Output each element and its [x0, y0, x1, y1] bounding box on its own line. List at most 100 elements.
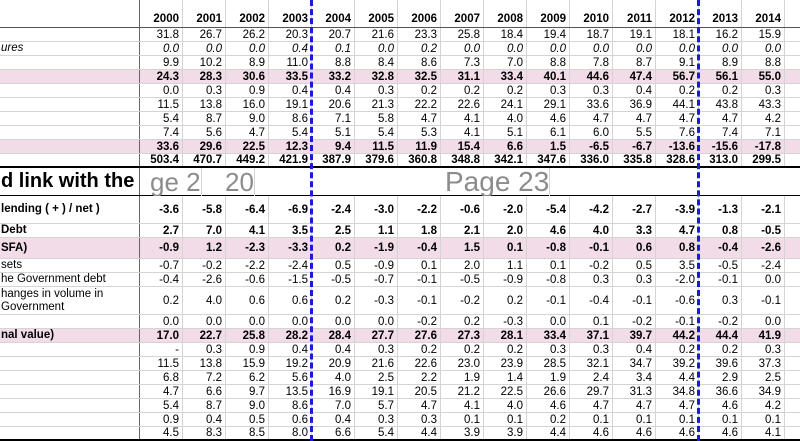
value-cell[interactable]: 0.0: [312, 315, 355, 328]
value-cell[interactable]: 9.0: [226, 399, 269, 412]
row-label-cell[interactable]: Debt: [0, 224, 140, 237]
value-cell[interactable]: 0.0: [140, 84, 183, 97]
value-cell[interactable]: 0.0: [269, 315, 312, 328]
value-cell[interactable]: [785, 371, 800, 384]
page-break-line[interactable]: [310, 0, 313, 441]
value-cell[interactable]: 9.1: [656, 56, 699, 69]
year-header-cell[interactable]: 2008: [484, 0, 527, 27]
value-cell[interactable]: -5.8: [183, 196, 226, 223]
value-cell[interactable]: -0.1: [398, 287, 441, 314]
year-header-cell[interactable]: 2009: [527, 0, 570, 27]
year-header-cell[interactable]: 2012: [656, 0, 699, 27]
value-cell[interactable]: 4.2: [742, 399, 785, 412]
value-cell[interactable]: 0.0: [699, 42, 742, 55]
year-header-cell[interactable]: 2003: [269, 0, 312, 27]
value-cell[interactable]: 4.4: [398, 427, 441, 439]
value-cell[interactable]: 5.1: [312, 126, 355, 139]
value-cell[interactable]: -0.1: [398, 273, 441, 286]
value-cell[interactable]: -0.2: [183, 259, 226, 272]
value-cell[interactable]: 6.2: [226, 371, 269, 384]
value-cell[interactable]: 0.0: [226, 315, 269, 328]
value-cell[interactable]: 6.0: [570, 126, 613, 139]
value-cell[interactable]: 6.6: [484, 140, 527, 153]
value-cell[interactable]: 5.4: [140, 112, 183, 125]
value-cell[interactable]: -0.9: [484, 273, 527, 286]
year-header-cell[interactable]: [785, 0, 800, 27]
value-cell[interactable]: 3.4: [613, 371, 656, 384]
value-cell[interactable]: 8.8: [312, 56, 355, 69]
value-cell[interactable]: 4.1: [441, 126, 484, 139]
value-cell[interactable]: 28.1: [484, 329, 527, 342]
value-cell[interactable]: -4.2: [570, 196, 613, 223]
value-cell[interactable]: -0.2: [398, 315, 441, 328]
value-cell[interactable]: -6.7: [613, 140, 656, 153]
value-cell[interactable]: [785, 28, 800, 41]
value-cell[interactable]: 9.4: [312, 140, 355, 153]
row-label-cell[interactable]: nal value): [0, 329, 140, 342]
row-label-cell[interactable]: hanges in volume in Government: [0, 287, 140, 314]
value-cell[interactable]: 0.3: [570, 84, 613, 97]
value-cell[interactable]: 0.8: [699, 224, 742, 237]
value-cell[interactable]: 0.4: [269, 42, 312, 55]
value-cell[interactable]: 7.0: [312, 399, 355, 412]
value-cell[interactable]: 0.4: [312, 413, 355, 426]
value-cell[interactable]: 0.3: [527, 84, 570, 97]
value-cell[interactable]: 0.2: [441, 343, 484, 356]
row-label-cell[interactable]: [0, 427, 140, 439]
value-cell[interactable]: 0.3: [742, 343, 785, 356]
value-cell[interactable]: 55.0: [742, 70, 785, 83]
value-cell[interactable]: 0.3: [398, 413, 441, 426]
value-cell[interactable]: 0.2: [312, 238, 355, 258]
row-label-cell[interactable]: [0, 385, 140, 398]
value-cell[interactable]: 0.5: [226, 413, 269, 426]
value-cell[interactable]: 8.8: [527, 56, 570, 69]
value-cell[interactable]: -0.1: [613, 287, 656, 314]
value-cell[interactable]: [785, 154, 800, 166]
value-cell[interactable]: 19.1: [613, 28, 656, 41]
year-header-cell[interactable]: 2000: [140, 0, 183, 27]
value-cell[interactable]: 0.8: [656, 238, 699, 258]
value-cell[interactable]: -0.5: [742, 224, 785, 237]
value-cell[interactable]: 8.5: [226, 427, 269, 439]
value-cell[interactable]: 0.4: [613, 84, 656, 97]
value-cell[interactable]: 4.7: [570, 399, 613, 412]
value-cell[interactable]: -0.9: [140, 238, 183, 258]
value-cell[interactable]: 32.8: [355, 70, 398, 83]
value-cell[interactable]: [785, 70, 800, 83]
year-header-cell[interactable]: 2013: [699, 0, 742, 27]
value-cell[interactable]: 29.7: [570, 385, 613, 398]
value-cell[interactable]: 5.6: [269, 371, 312, 384]
value-cell[interactable]: 0.4: [613, 343, 656, 356]
value-cell[interactable]: 13.8: [183, 357, 226, 370]
value-cell[interactable]: 0.0: [140, 315, 183, 328]
row-label-cell[interactable]: [0, 413, 140, 426]
value-cell[interactable]: -3.3: [269, 238, 312, 258]
value-cell[interactable]: [785, 98, 800, 111]
value-cell[interactable]: -0.1: [527, 287, 570, 314]
value-cell[interactable]: -1.5: [269, 273, 312, 286]
value-cell[interactable]: 4.2: [742, 112, 785, 125]
value-cell[interactable]: 33.5: [269, 70, 312, 83]
value-cell[interactable]: 0.3: [699, 287, 742, 314]
value-cell[interactable]: -0.1: [656, 315, 699, 328]
row-label-cell[interactable]: [0, 28, 140, 41]
value-cell[interactable]: [785, 259, 800, 272]
value-cell[interactable]: 0.2: [656, 343, 699, 356]
page-break-line[interactable]: [697, 0, 700, 441]
value-cell[interactable]: 0.3: [570, 343, 613, 356]
value-cell[interactable]: 24.1: [484, 98, 527, 111]
value-cell[interactable]: 4.7: [656, 399, 699, 412]
value-cell[interactable]: -2.4: [312, 196, 355, 223]
value-cell[interactable]: 28.5: [527, 357, 570, 370]
value-cell[interactable]: 1.9: [441, 371, 484, 384]
value-cell[interactable]: 0.2: [441, 315, 484, 328]
value-cell[interactable]: 4.6: [527, 399, 570, 412]
value-cell[interactable]: 4.7: [570, 112, 613, 125]
value-cell[interactable]: 33.6: [140, 140, 183, 153]
value-cell[interactable]: 34.7: [613, 357, 656, 370]
value-cell[interactable]: 4.6: [656, 427, 699, 439]
value-cell[interactable]: 0.3: [183, 343, 226, 356]
value-cell[interactable]: 0.0: [527, 42, 570, 55]
value-cell[interactable]: 0.3: [355, 84, 398, 97]
value-cell[interactable]: [785, 196, 800, 223]
